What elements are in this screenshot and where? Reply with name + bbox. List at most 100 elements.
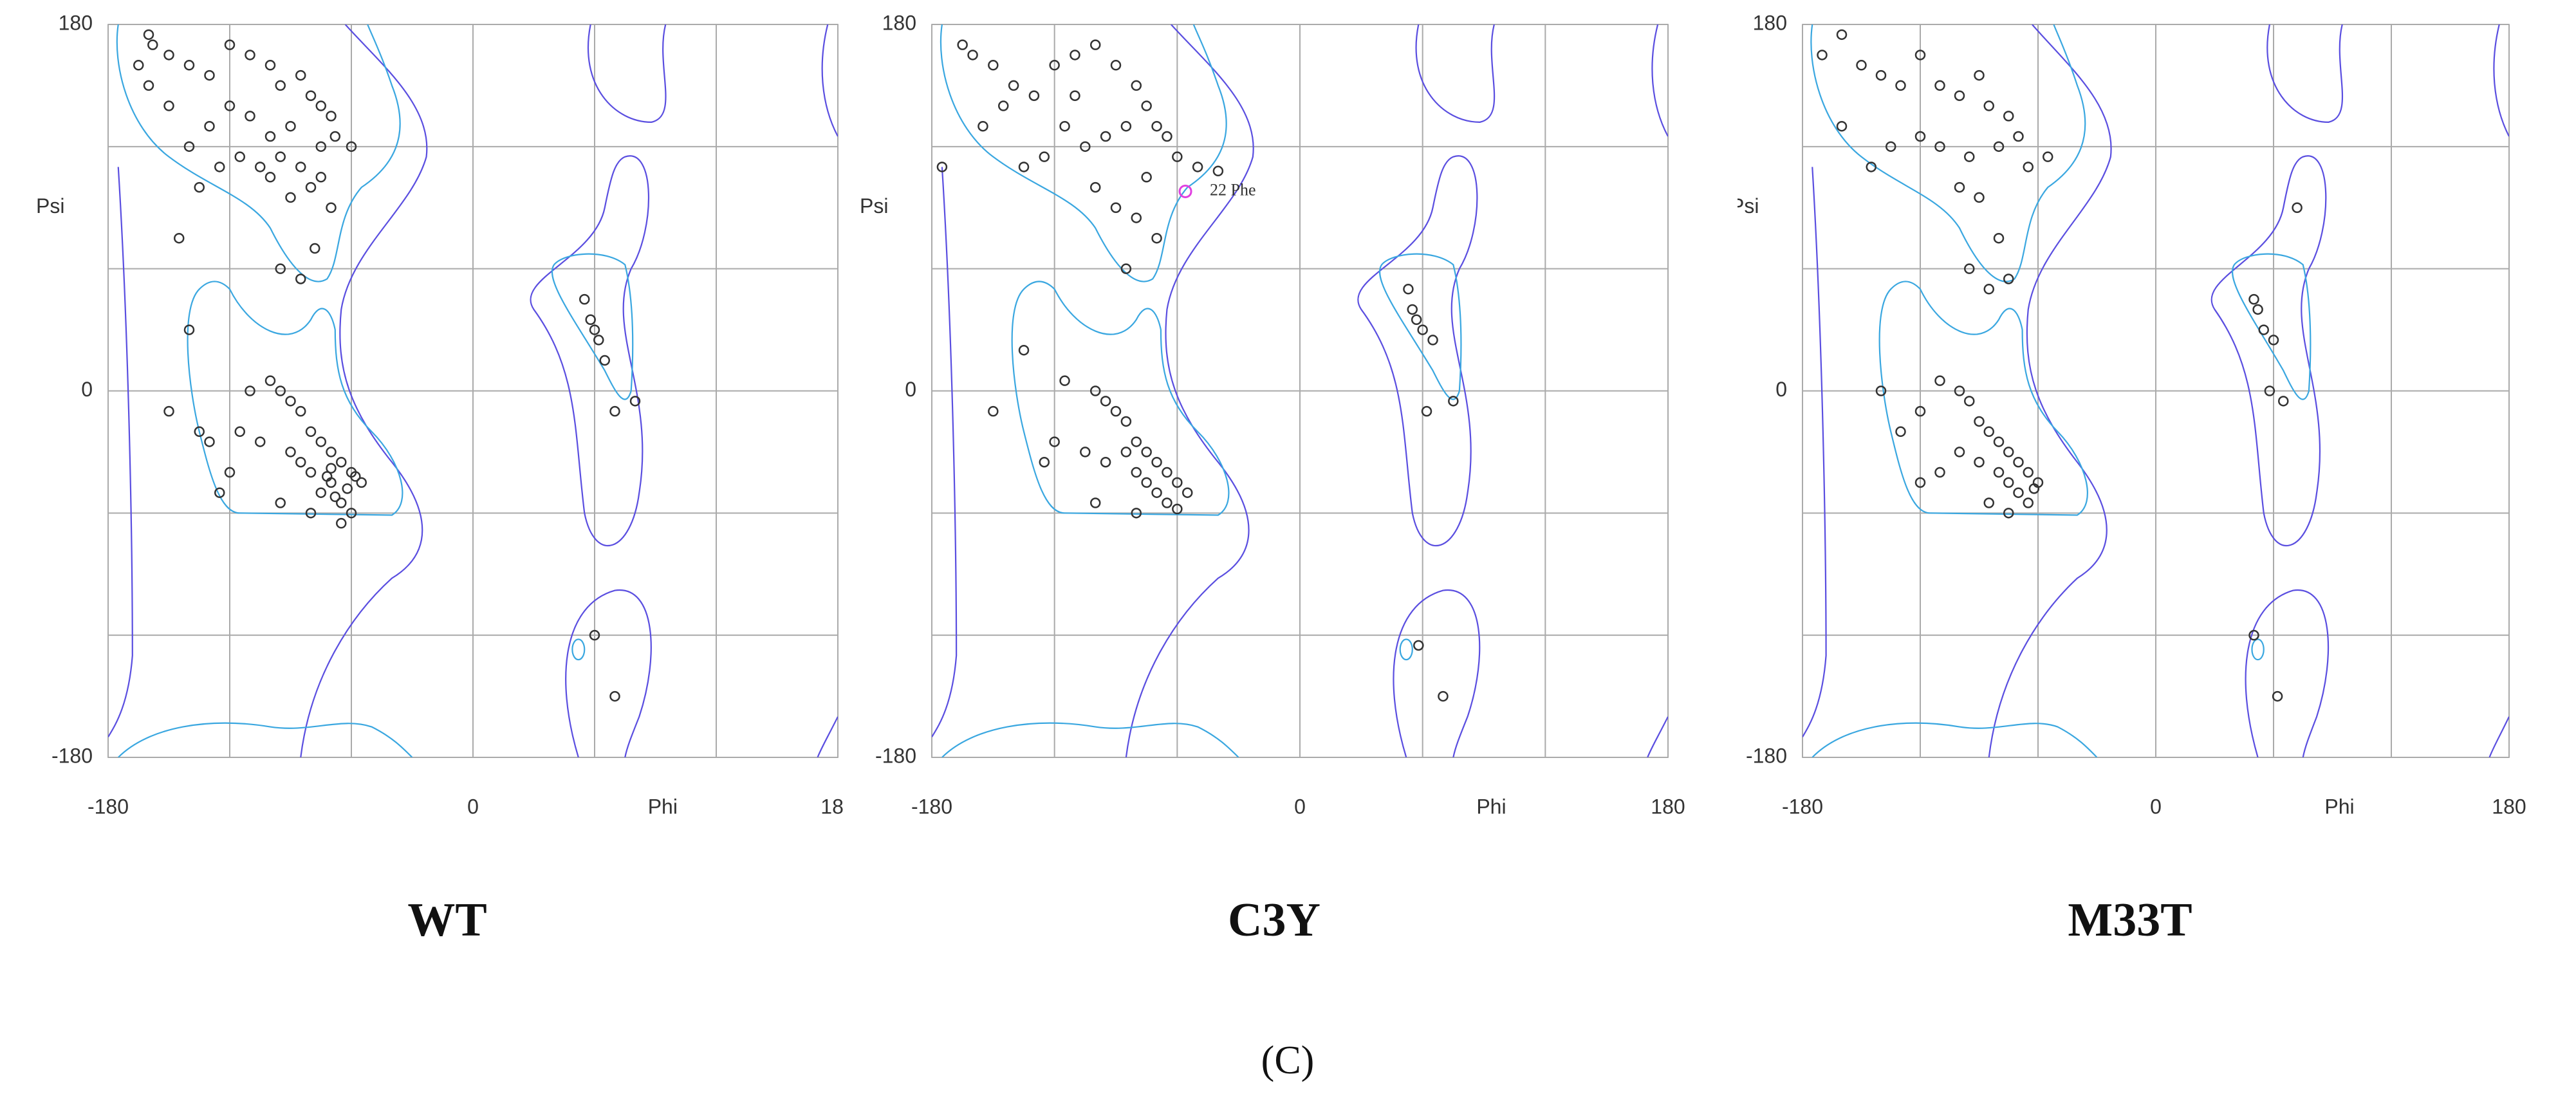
y-axis-label: Psi <box>1730 194 1759 217</box>
data-point <box>295 69 306 81</box>
data-point <box>2248 629 2259 641</box>
data-point <box>1993 467 2005 478</box>
data-point <box>1100 456 1111 468</box>
data-point <box>1162 131 1172 142</box>
data-point <box>1089 39 1101 50</box>
y-tick-label: 180 <box>59 11 93 34</box>
x-tick-label: 180 <box>1651 795 1685 818</box>
annotation: 22 Phe <box>1210 180 1256 199</box>
y-tick-label: 180 <box>1753 11 1787 34</box>
data-point <box>1993 232 2005 244</box>
data-point <box>315 100 326 111</box>
data-point <box>1151 487 1162 498</box>
data-point <box>1212 165 1224 177</box>
data-point <box>1983 100 1994 111</box>
data-point <box>1089 385 1101 396</box>
data-point <box>1974 456 1985 468</box>
data-point <box>1954 90 1965 101</box>
data-point <box>346 508 357 519</box>
data-point <box>315 487 326 498</box>
data-point <box>2003 447 2014 458</box>
y-tick-label: 180 <box>882 11 916 34</box>
data-point <box>2258 324 2269 335</box>
x-tick-label: 180 <box>820 795 855 818</box>
data-point <box>2272 690 2283 702</box>
data-point <box>1141 477 1152 488</box>
data-point <box>1100 396 1111 407</box>
y-tick-label: -180 <box>875 744 916 767</box>
data-point <box>1993 141 2005 153</box>
data-point <box>1162 467 1172 478</box>
data-point <box>1151 456 1162 468</box>
data-point <box>585 314 596 326</box>
x-tick-label: -180 <box>88 795 129 818</box>
data-point <box>957 39 968 50</box>
data-point <box>1039 151 1050 162</box>
data-point <box>329 131 341 142</box>
data-point <box>1836 120 1848 132</box>
data-point <box>1110 60 1122 71</box>
data-point <box>1192 162 1203 172</box>
data-point <box>1974 192 1985 203</box>
data-point <box>1954 447 1965 458</box>
data-point <box>1856 60 1867 71</box>
data-point <box>163 50 174 60</box>
data-point <box>224 100 236 111</box>
data-point <box>1018 162 1030 172</box>
data-point <box>326 463 337 474</box>
y-tick-label: -180 <box>1746 744 1787 767</box>
data-point <box>1875 69 1887 81</box>
data-point <box>1070 90 1080 101</box>
data-point <box>2252 304 2263 315</box>
data-point <box>1934 375 1945 386</box>
data-point <box>264 375 276 386</box>
data-point <box>1407 304 1418 315</box>
data-point <box>2023 467 2034 478</box>
data-point <box>214 487 225 498</box>
annotated-point <box>1178 184 1192 198</box>
data-point <box>978 120 988 132</box>
data-point <box>163 405 174 417</box>
data-point <box>593 335 604 346</box>
data-point <box>1403 284 1414 295</box>
data-point <box>1817 50 1828 60</box>
data-point <box>194 181 205 193</box>
data-point <box>1964 151 1975 162</box>
data-point <box>245 50 255 60</box>
data-point <box>1934 141 1945 153</box>
data-point <box>2292 202 2303 213</box>
data-point <box>315 436 326 447</box>
x-tick-label: -180 <box>911 795 952 818</box>
data-point <box>1131 80 1142 91</box>
data-point <box>346 141 357 153</box>
x-axis-label: Phi <box>1476 795 1506 818</box>
data-point <box>2278 396 2289 407</box>
x-axis-label: Phi <box>2324 795 2354 818</box>
data-point <box>1059 120 1070 132</box>
data-point <box>2013 456 2024 468</box>
x-tick-label: 0 <box>2150 795 2162 818</box>
data-point <box>264 131 276 142</box>
data-point <box>1089 497 1101 508</box>
data-point <box>1875 385 1887 396</box>
data-point <box>295 405 306 417</box>
data-point <box>295 162 306 172</box>
data-point <box>275 80 286 91</box>
data-point <box>147 39 158 50</box>
data-point <box>579 293 590 305</box>
data-point <box>321 471 333 482</box>
data-point <box>1049 60 1060 71</box>
data-point <box>1438 690 1449 702</box>
data-point <box>1049 436 1060 447</box>
data-point <box>988 60 999 71</box>
x-tick-label: 0 <box>1294 795 1306 818</box>
x-axis-label: Phi <box>648 795 678 818</box>
data-point <box>183 141 195 153</box>
data-point <box>1120 416 1132 427</box>
data-point <box>1172 503 1183 515</box>
data-point <box>2003 273 2014 284</box>
data-point <box>183 60 195 71</box>
data-point <box>967 50 978 60</box>
data-point <box>2268 335 2279 346</box>
data-point <box>1974 69 1985 81</box>
